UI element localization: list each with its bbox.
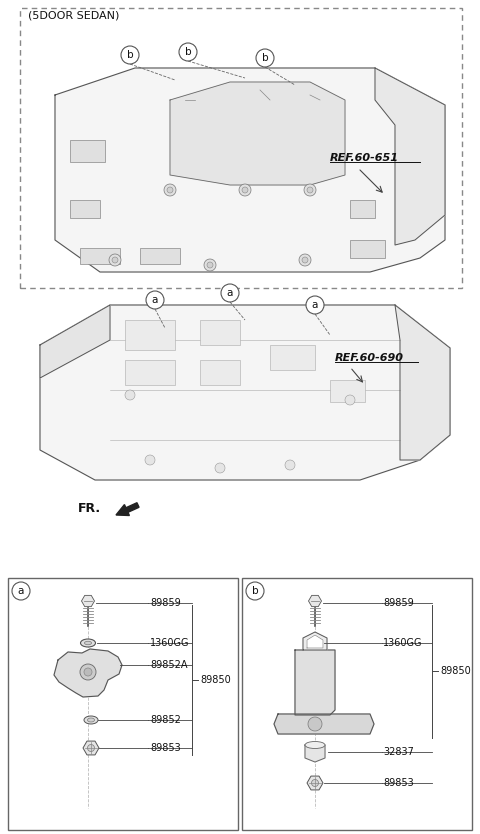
Circle shape: [204, 259, 216, 271]
Bar: [350, 200, 375, 218]
Circle shape: [179, 43, 197, 61]
Circle shape: [285, 460, 295, 470]
Text: 89859: 89859: [383, 598, 414, 608]
Circle shape: [308, 717, 322, 731]
Bar: [200, 320, 240, 345]
Circle shape: [242, 187, 248, 193]
Polygon shape: [40, 305, 450, 480]
Text: 89853: 89853: [150, 743, 181, 753]
Polygon shape: [40, 305, 110, 378]
Text: (5DOOR SEDAN): (5DOOR SEDAN): [28, 10, 120, 20]
Ellipse shape: [312, 641, 319, 645]
Circle shape: [145, 455, 155, 465]
Bar: [200, 360, 240, 385]
Text: b: b: [262, 53, 268, 63]
Bar: [350, 240, 385, 258]
Ellipse shape: [308, 639, 323, 647]
Circle shape: [306, 296, 324, 314]
Text: 32837: 32837: [383, 747, 414, 757]
Text: 89852: 89852: [150, 715, 181, 725]
Bar: [140, 248, 180, 264]
Ellipse shape: [84, 716, 98, 724]
Bar: [8, 578, 238, 830]
Polygon shape: [54, 649, 122, 697]
Ellipse shape: [81, 639, 96, 647]
Circle shape: [121, 46, 139, 64]
Text: b: b: [127, 50, 133, 60]
Polygon shape: [55, 68, 445, 272]
Polygon shape: [307, 635, 323, 648]
Circle shape: [302, 257, 308, 263]
Polygon shape: [295, 650, 335, 715]
Circle shape: [167, 187, 173, 193]
Polygon shape: [305, 745, 325, 762]
Circle shape: [299, 254, 311, 266]
Text: 89850: 89850: [200, 675, 231, 685]
Bar: [125, 360, 175, 385]
Circle shape: [256, 49, 274, 67]
Bar: [125, 320, 175, 350]
Ellipse shape: [84, 641, 92, 645]
FancyArrow shape: [116, 503, 139, 515]
Polygon shape: [274, 714, 374, 734]
Circle shape: [312, 780, 319, 786]
Circle shape: [164, 184, 176, 196]
Circle shape: [345, 395, 355, 405]
Ellipse shape: [87, 718, 95, 722]
Text: REF.60-651: REF.60-651: [330, 153, 399, 163]
Polygon shape: [375, 68, 445, 245]
Text: 1360GG: 1360GG: [383, 638, 422, 648]
Bar: [70, 200, 100, 218]
Polygon shape: [170, 82, 345, 185]
Circle shape: [112, 257, 118, 263]
Bar: [330, 380, 365, 402]
Bar: [70, 140, 105, 162]
Circle shape: [125, 390, 135, 400]
Text: a: a: [152, 295, 158, 305]
Text: b: b: [252, 586, 258, 596]
Circle shape: [80, 664, 96, 680]
Circle shape: [12, 582, 30, 600]
Circle shape: [146, 291, 164, 309]
Circle shape: [207, 262, 213, 268]
Text: 1360GG: 1360GG: [150, 638, 190, 648]
Text: a: a: [227, 288, 233, 298]
Polygon shape: [303, 632, 327, 650]
Circle shape: [239, 184, 251, 196]
Bar: [242, 578, 472, 830]
Ellipse shape: [305, 741, 325, 748]
Circle shape: [304, 184, 316, 196]
Text: FR.: FR.: [78, 501, 101, 515]
Text: 89852A: 89852A: [150, 660, 188, 670]
Circle shape: [109, 254, 121, 266]
Text: 89853: 89853: [383, 778, 414, 788]
Circle shape: [87, 745, 95, 751]
Bar: [270, 345, 315, 370]
Text: REF.60-690: REF.60-690: [335, 353, 404, 363]
Bar: [80, 248, 120, 264]
Circle shape: [221, 284, 239, 302]
Text: 89850: 89850: [440, 666, 471, 676]
Circle shape: [307, 187, 313, 193]
Text: a: a: [18, 586, 24, 596]
Text: a: a: [312, 300, 318, 310]
Polygon shape: [395, 305, 450, 460]
Circle shape: [84, 668, 92, 676]
Circle shape: [246, 582, 264, 600]
Text: 89859: 89859: [150, 598, 181, 608]
Text: b: b: [185, 47, 192, 57]
Circle shape: [215, 463, 225, 473]
